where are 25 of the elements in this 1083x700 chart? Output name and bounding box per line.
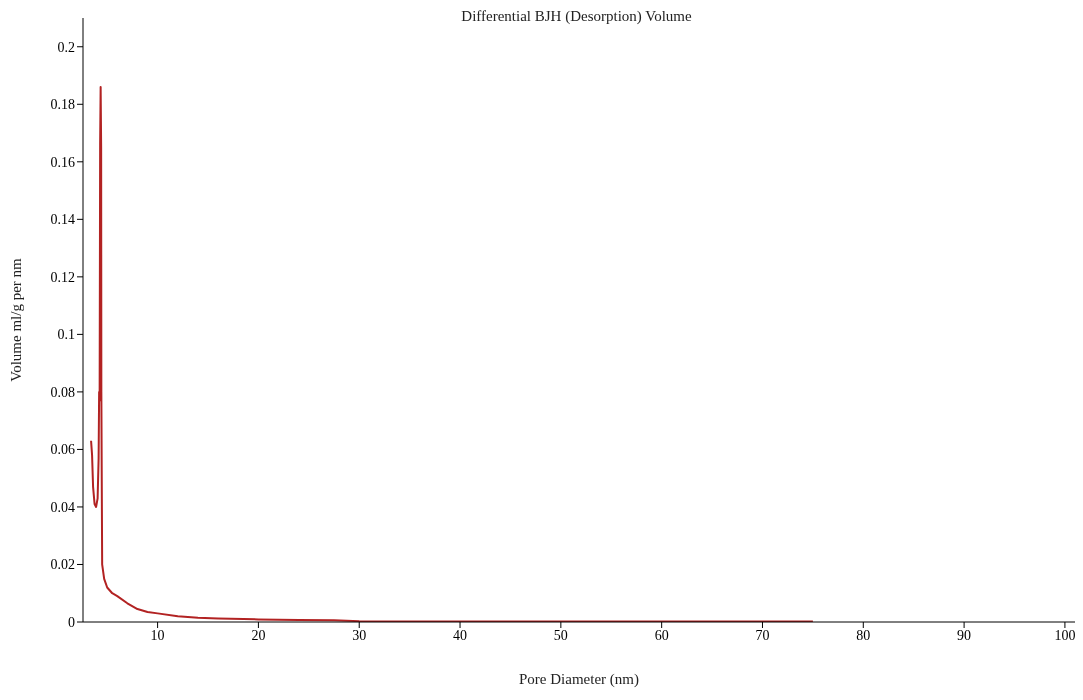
y-tick-label: 0.08 (50, 384, 75, 400)
x-tick-label: 80 (856, 627, 871, 643)
y-tick-label: 0.2 (57, 39, 75, 55)
y-tick-label: 0.16 (50, 154, 75, 170)
x-tick-label: 10 (150, 627, 165, 643)
y-tick-label: 0 (68, 614, 75, 630)
chart-title: Differential BJH (Desorption) Volume (460, 8, 693, 25)
y-axis-title: Volume ml/g per nm (8, 257, 25, 382)
x-tick-label: 20 (251, 627, 266, 643)
y-tick-label: 0.14 (50, 212, 75, 228)
y-tick-label: 0.12 (50, 269, 75, 285)
y-tick-label: 0.02 (50, 557, 75, 573)
y-tick-label: 0.04 (50, 499, 75, 515)
x-axis-title: Pore Diameter (nm) (519, 671, 639, 688)
y-tick-label: 0.1 (57, 327, 75, 343)
x-tick-label: 70 (755, 627, 770, 643)
y-tick-label: 0.06 (50, 442, 75, 458)
x-tick-label: 40 (453, 627, 468, 643)
x-tick-label: 60 (654, 627, 669, 643)
x-tick-label: 30 (352, 627, 367, 643)
y-tick-label: 0.18 (50, 97, 75, 113)
x-tick-label: 50 (553, 627, 568, 643)
x-tick-label: 90 (957, 627, 972, 643)
x-tick-label: 100 (1054, 627, 1076, 643)
line-series (90, 86, 814, 622)
